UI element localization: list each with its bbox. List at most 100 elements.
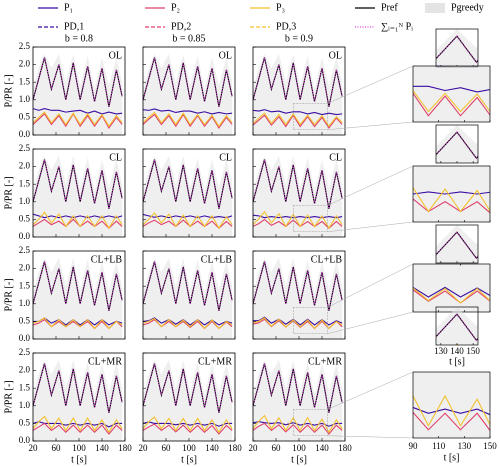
x-tick-label: 20 [29,443,39,453]
legend-label: P₃ [276,2,285,13]
legend-label: Pgreedy [451,2,484,13]
legend-label: P₁ [64,2,73,13]
series-line [413,286,490,298]
connector [327,121,414,130]
panel-label: CL+LB [91,254,123,265]
sum-line [436,313,478,342]
series-line [413,198,490,214]
x-tick-label: 140 [205,443,219,453]
y-tick-label: 1.0 [19,298,31,308]
x-axis-label: t [s] [71,454,87,465]
sum-line [253,57,343,107]
sum-line [436,231,478,260]
greedy-area [253,360,343,441]
x-tick-label: 150 [466,346,480,356]
series-line [263,346,500,349]
y-tick-label: 1.0 [19,94,31,104]
sum-line [33,159,123,209]
y-axis-label: P/PR [-] [3,176,14,209]
series-line [143,317,233,326]
series-line [33,111,123,128]
series-line [413,92,490,117]
greedy-area [143,360,233,441]
panel-plot [253,54,343,135]
y-tick-label: 0.0 [19,435,31,445]
y-tick-label: 2.5 [19,41,31,51]
inset-frame [412,263,491,313]
y-tick-label: 2.5 [19,347,31,357]
greedy-area [436,125,478,163]
connector [327,165,414,206]
zoom-box [293,103,328,130]
y-axis-label: P/PR [-] [3,278,14,311]
panel-label: OL [329,50,342,61]
sum-line [143,261,233,311]
greedy-area [253,54,343,135]
y-tick-label: 2.5 [19,245,31,255]
sum-line [253,363,343,413]
zoom-box [293,307,328,334]
y-tick-label: 1.5 [19,382,31,392]
sum-line [33,57,123,107]
series-line [143,108,233,115]
series-line [143,317,233,330]
y-axis-label: P/PR [-] [3,74,14,107]
series-line [33,317,123,330]
y-tick-label: 2.0 [19,365,31,375]
greedy-area [413,264,490,312]
x-tick-label: 140 [315,443,329,453]
legend-label: PD,3 [276,21,296,32]
y-tick-label: 2.0 [19,161,31,171]
panel-label: CL [109,152,122,163]
inset-plot [413,264,490,312]
series-line [413,191,490,195]
series-line [33,211,123,230]
x-axis-label: t [s] [291,454,307,465]
x-tick-label: 180 [228,443,242,453]
series-line [33,415,123,434]
series-line [143,213,233,219]
x-tick-label: 180 [338,443,352,453]
panel-label: CL+LB [311,254,343,265]
series-line [143,113,233,129]
panel-label: CL [329,152,342,163]
series-line [413,411,490,432]
zoom-box [293,205,328,232]
x-tick-label: 100 [182,443,196,453]
legend-swatch [425,3,445,13]
legend-label: Pref [381,2,398,13]
panel-label: CL [219,152,232,163]
panel-plot [143,156,233,237]
x-tick-label: 60 [272,443,282,453]
x-tick-label: 20 [249,443,259,453]
inset-frame [412,65,491,123]
y-tick-label: 1.5 [19,178,31,188]
panel-label: CL+MR [198,356,232,367]
panel-plot [33,360,123,441]
inset-frame [412,165,491,223]
series-line [413,186,490,213]
sum-line [143,363,233,413]
series-line [33,422,123,435]
connector [327,65,414,104]
connector [327,311,414,334]
y-tick-label: 1.0 [19,400,31,410]
panel-label: CL+LB [201,254,233,265]
x-tick-label: 100 [72,443,86,453]
connector [327,221,414,232]
greedy-area [413,166,490,222]
y-tick-label: 1.5 [19,76,31,86]
greedy-area [413,372,490,438]
x-tick-label: 140 [95,443,109,453]
series-line [33,112,123,129]
panel-plot [253,360,343,441]
legend-label: P₂ [171,2,180,13]
panel-plot [253,156,343,237]
inset-plot [263,307,500,349]
y-tick-label: 0.0 [19,231,31,241]
y-tick-label: 2.5 [19,143,31,153]
x-tick-label: 150 [483,441,497,451]
panel-plot [143,258,233,339]
panel-plot [33,156,123,237]
legend-label: PD,2 [171,21,191,32]
